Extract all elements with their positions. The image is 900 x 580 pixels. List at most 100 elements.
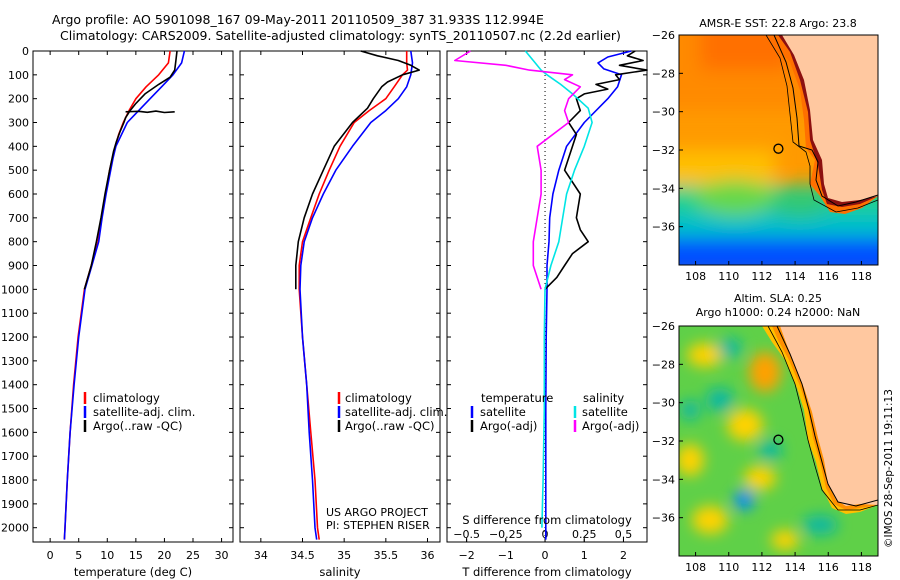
legend-label-t-argo: Argo(-adj) (480, 419, 537, 433)
t-difference-xlabel: T difference from climatology (461, 565, 632, 579)
y-tick-label: 0 (22, 45, 29, 58)
series-line-argo-raw-qc- (294, 50, 421, 290)
salinity-axes-frame (239, 50, 441, 543)
sst-float-marker (773, 143, 784, 154)
map-y-tick-label: −28 (652, 67, 675, 80)
project-line2: PI: STEPHEN RISER (326, 519, 430, 532)
series-line-satellite-adj-clim- (63, 50, 186, 540)
x-tick-label: 1 (581, 549, 588, 562)
series-line-satellite-adj-clim- (299, 50, 414, 540)
map-x-tick-label: 118 (851, 270, 872, 283)
difference-legend: temperature salinity satellite Argo(-adj… (470, 391, 639, 433)
x-tick-label: 15 (129, 549, 143, 562)
map-x-tick-label: 110 (718, 561, 739, 574)
x-tick-label: 25 (186, 549, 200, 562)
map-y-tick-label: −30 (652, 397, 675, 410)
map-y-tick-label: −26 (652, 320, 675, 333)
x-tick-label: 35.5 (374, 549, 399, 562)
legend-label-s-satellite: satellite (582, 405, 628, 419)
map-x-tick-label: 110 (718, 270, 739, 283)
s-x-tick-label: 0.25 (572, 528, 597, 541)
series-line-climatology (298, 51, 409, 540)
x-tick-label: 30 (215, 549, 229, 562)
map-y-tick-label: −36 (652, 221, 675, 234)
salinity-legend: climatology satellite-adj. clim. Argo(..… (337, 391, 447, 433)
x-tick-label: 5 (75, 549, 82, 562)
x-tick-label: 35 (337, 549, 351, 562)
temperature-panel: 0 100 200 300 400 500 600 700 800 900 1000 1100 1200… (1, 45, 234, 579)
temperature-legend: climatology satellite-adj. clim. Argo(..… (83, 391, 195, 433)
y-tick-label: 700 (8, 212, 29, 225)
x-tick-label: 2 (620, 549, 627, 562)
sla-map: Altim. SLA: 0.25 Argo h1000: 0.24 h2000:… (652, 292, 879, 574)
y-tick-label: 1700 (1, 450, 29, 463)
temperature-axes-frame (32, 50, 234, 543)
map-y-tick-label: −32 (652, 144, 675, 157)
map-x-tick-label: 112 (751, 561, 772, 574)
sst-map: AMSR-E SST: 22.8 Argo: 23.8 108 110 112 114… (652, 17, 879, 283)
legend-label-climatology: climatology (345, 391, 412, 405)
map-y-tick-label: −32 (652, 435, 675, 448)
s-x-tick-label: −0.5 (453, 528, 480, 541)
figure-title-line1: Argo profile: AO 5901098_167 09-May-2011… (52, 12, 544, 27)
series-line-s-satellite (524, 50, 593, 528)
x-tick-label: −1 (498, 549, 514, 562)
series-line-t-argo-adj- (544, 50, 648, 290)
difference-axes-frame (446, 50, 648, 543)
y-tick-label: 500 (8, 164, 29, 177)
y-tick-label: 1200 (1, 331, 29, 344)
map-x-tick-label: 116 (818, 270, 839, 283)
salinity-xlabel: salinity (319, 565, 360, 579)
map-y-tick-label: −36 (652, 512, 675, 525)
map-x-tick-label: 116 (818, 561, 839, 574)
map-y-tick-label: −34 (652, 473, 675, 486)
y-tick-label: 2000 (1, 522, 29, 535)
map-x-tick-label: 108 (685, 270, 706, 283)
map-x-tick-label: 118 (851, 561, 872, 574)
y-tick-label: 1100 (1, 307, 29, 320)
legend-label-argo: Argo(..raw -QC) (345, 419, 435, 433)
sla-map-title-line2: Argo h1000: 0.24 h2000: NaN (696, 306, 861, 319)
y-tick-label: 1500 (1, 403, 29, 416)
y-tick-label: 1400 (1, 379, 29, 392)
y-tick-label: 900 (8, 260, 29, 273)
x-tick-label: 34.5 (290, 549, 315, 562)
map-x-tick-label: 108 (685, 561, 706, 574)
y-tick-label: 800 (8, 236, 29, 249)
x-tick-label: −2 (458, 549, 474, 562)
x-tick-label: 0 (542, 549, 549, 562)
map-y-tick-label: −34 (652, 182, 675, 195)
y-tick-label: 1600 (1, 426, 29, 439)
y-tick-label: 100 (8, 69, 29, 82)
map-x-tick-label: 114 (785, 561, 806, 574)
imos-credit: ©IMOS 28-Sep-2011 19:11:13 (883, 389, 895, 548)
sst-field (679, 35, 878, 265)
y-tick-label: 300 (8, 117, 29, 130)
series-line-climatology (63, 50, 171, 540)
legend-title-temperature: temperature (481, 391, 553, 405)
y-tick-label: 1900 (1, 498, 29, 511)
y-tick-label: 400 (8, 140, 29, 153)
project-line1: US ARGO PROJECT (326, 506, 428, 519)
series-line-t-satellite (544, 50, 632, 540)
x-tick-label: 36 (421, 549, 435, 562)
map-y-tick-label: −30 (652, 106, 675, 119)
s-difference-xlabel: S difference from climatology (462, 513, 632, 527)
sla-float-marker (773, 434, 784, 445)
salinity-panel: 34 34.5 35 35.5 36 salinity climatology sate… (239, 50, 447, 579)
y-tick-label: 1000 (1, 283, 29, 296)
y-tick-label: 200 (8, 93, 29, 106)
y-tick-label: 1300 (1, 355, 29, 368)
map-x-tick-label: 112 (751, 270, 772, 283)
s-x-tick-label: 0.5 (615, 528, 633, 541)
y-tick-label: 600 (8, 188, 29, 201)
x-tick-label: 34 (254, 549, 268, 562)
x-tick-label: 10 (100, 549, 114, 562)
legend-label-satellite: satellite-adj. clim. (93, 405, 195, 419)
y-tick-label: 1800 (1, 474, 29, 487)
legend-label-climatology: climatology (93, 391, 160, 405)
legend-label-t-satellite: satellite (480, 405, 526, 419)
sla-map-title-line1: Altim. SLA: 0.25 (734, 292, 822, 305)
legend-label-satellite: satellite-adj. clim. (345, 405, 447, 419)
